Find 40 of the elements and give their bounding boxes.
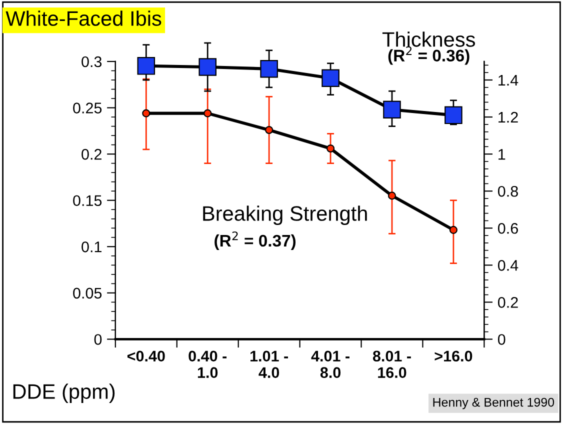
point: [444, 106, 462, 124]
text: Thickness: [382, 32, 476, 47]
point: [326, 144, 335, 153]
point: [142, 109, 150, 118]
point: [388, 192, 396, 200]
y2-tick-label: 0.6: [498, 222, 518, 234]
point: [260, 60, 278, 78]
chart-title: White-Faced Ibis: [6, 10, 162, 26]
point: [137, 57, 156, 75]
y-tick-label: 0.2: [82, 148, 102, 160]
x-tick-label: 1.01 - 4.0: [250, 350, 288, 378]
y-tick-label: 0.15: [73, 195, 102, 206]
point: [198, 58, 216, 76]
point: [265, 126, 274, 134]
y-tick-label: 0: [94, 334, 102, 345]
y2-tick-label: 1.4: [498, 75, 518, 86]
y-tick-label: 0.3: [82, 56, 102, 68]
x-tick-label: <0.40: [127, 350, 165, 362]
y-tick-label: 0.05: [73, 288, 102, 299]
x-tick-label: 0.40 - 1.0: [188, 350, 227, 378]
x-axis-title: DDE (ppm): [13, 384, 115, 404]
y2-tick-label: 1: [498, 149, 506, 160]
annotation: (R$^{2}$ = 0.37): [214, 231, 296, 250]
y2-tick-label: 0.4: [498, 260, 518, 271]
y2-tick-label: 1.2: [498, 112, 518, 123]
point: [383, 100, 401, 119]
y-tick-label: 0.25: [73, 102, 102, 114]
y2-tick-label: 0: [498, 334, 506, 345]
x-tick-label: 4.01 - 8.0: [311, 350, 350, 378]
x-tick-label: 8.01 - 16.0: [372, 350, 411, 378]
series-label: Breaking Strength: [203, 206, 367, 226]
point: [322, 69, 340, 88]
annotation: (R$^{2}$ = 0.36): [388, 46, 470, 65]
y2-tick-label: 0.8: [498, 186, 518, 197]
y2-tick-label: 0.2: [498, 297, 518, 308]
text: Henny & Bennet 1990: [433, 398, 554, 410]
point: [449, 226, 458, 234]
x-tick-label: >16.0: [434, 350, 472, 362]
point: [204, 109, 212, 118]
y-tick-label: 0.1: [82, 241, 102, 252]
